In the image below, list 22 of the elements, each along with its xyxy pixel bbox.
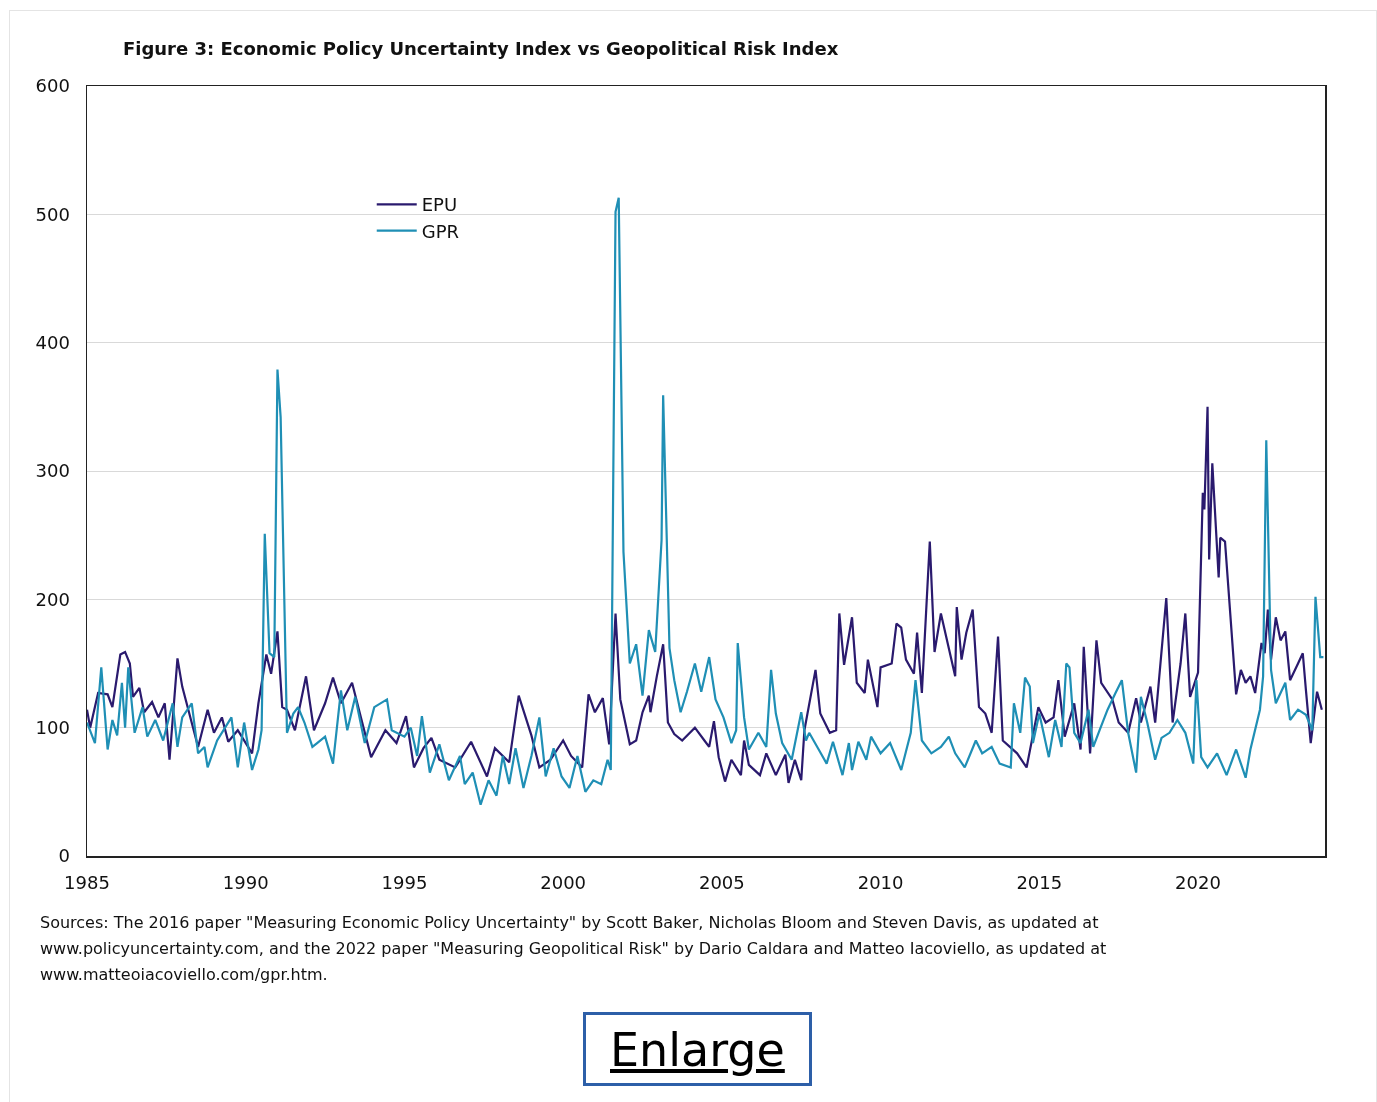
source-note: Sources: The 2016 paper "Measuring Economic Policy Uncertainty" by Scott Baker, Nicholas Bloom and Steven Davis, as updated at www.policyuncertainty.com, and the 2022 paper "Measuring Geopolitical Risk" by Dario Caldara and Matteo Iacoviello, as updated at www.matteoiacoviello.com/gpr.htm. bbox=[40, 912, 1108, 986]
link-button: Enlarge bbox=[583, 1012, 812, 1086]
y-tick-label: 200 bbox=[35, 588, 70, 610]
x-tick-label: 2015 bbox=[1016, 872, 1063, 894]
x-tick-label: 2005 bbox=[698, 872, 745, 894]
legend-label: EPU bbox=[421, 194, 458, 216]
y-tick-label: 0 bbox=[58, 845, 70, 867]
line-series bbox=[87, 405, 1323, 784]
y-tick-label: 100 bbox=[35, 716, 70, 738]
x-tick-label: 1995 bbox=[381, 872, 428, 894]
x-tick-label: 2000 bbox=[540, 872, 587, 894]
legend-label: GPR bbox=[421, 220, 460, 242]
y-tick-label: 500 bbox=[35, 203, 70, 225]
y-tick-label: 600 bbox=[35, 75, 70, 97]
chart-title: Figure 3: Economic Policy Uncertainty Index vs Geopolitical Risk Index bbox=[122, 38, 839, 60]
y-tick-label: 300 bbox=[35, 460, 70, 482]
y-tick-label: 400 bbox=[35, 331, 70, 353]
x-tick-label: 2010 bbox=[857, 872, 904, 894]
line-series bbox=[87, 196, 1325, 806]
x-tick-label: 2020 bbox=[1175, 872, 1221, 894]
x-tick-label: 1990 bbox=[222, 872, 269, 894]
x-tick-label: 1985 bbox=[64, 872, 110, 894]
